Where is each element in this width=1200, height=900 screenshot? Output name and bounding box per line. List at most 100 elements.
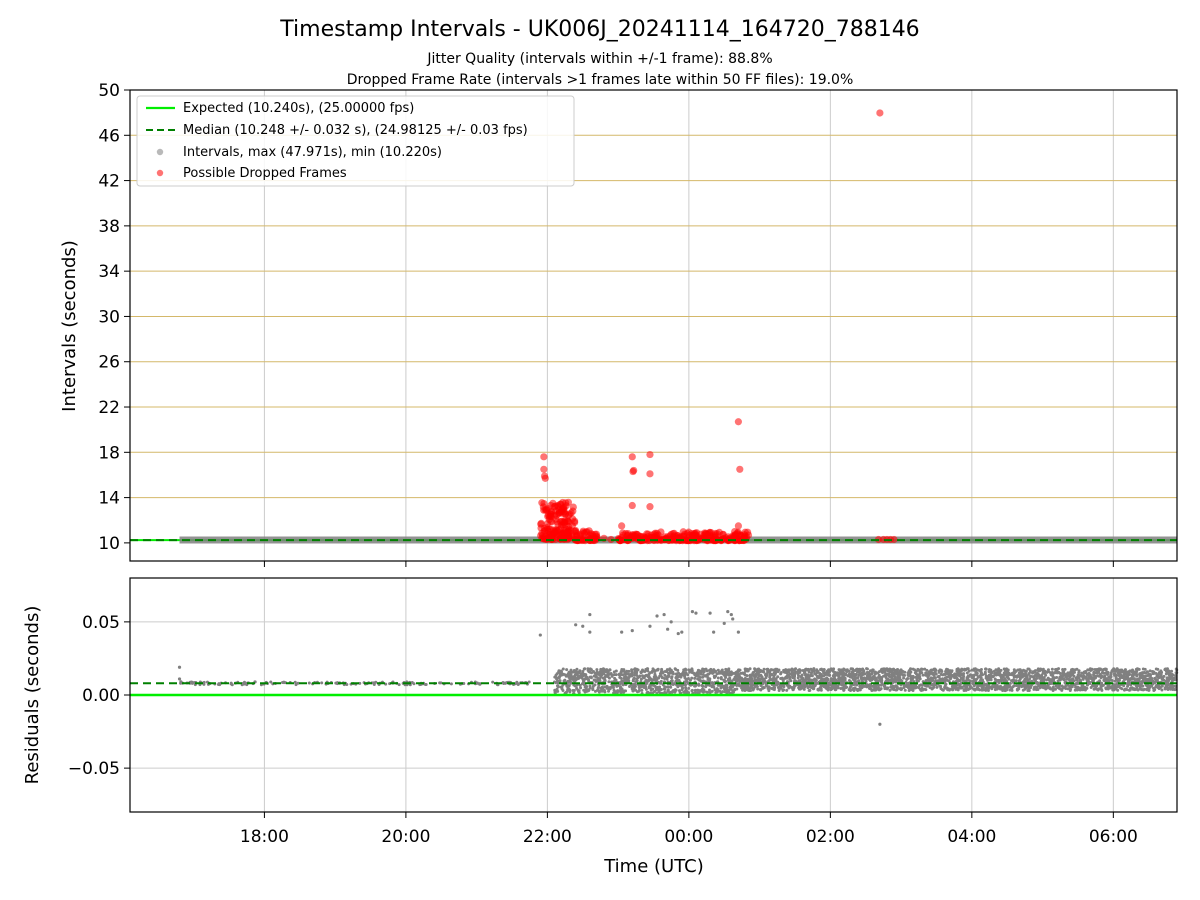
residual-point [873, 670, 877, 674]
residual-point [725, 689, 729, 693]
residual-point [230, 683, 234, 687]
x-axis-label: Time (UTC) [603, 856, 704, 877]
residual-point [769, 687, 773, 691]
residual-point [669, 620, 673, 624]
residual-point [701, 684, 705, 688]
residual-point [778, 686, 782, 690]
dropped-frame-point [578, 536, 586, 545]
legend-intervals-swatch [156, 148, 164, 156]
residual-point [687, 686, 691, 690]
residual-point [932, 685, 936, 689]
residual-point [607, 680, 611, 684]
residual-point [950, 684, 954, 688]
legend-median-label: Median (10.248 +/- 0.032 s), (24.98125 +… [183, 123, 528, 138]
residual-point [1089, 686, 1093, 690]
bottom-x-tick-label: 02:00 [806, 827, 855, 847]
residual-point [660, 667, 664, 671]
residual-point [372, 681, 376, 685]
residual-point [603, 675, 607, 679]
residual-point [1039, 685, 1043, 689]
residual-point [693, 690, 697, 694]
residual-point [1063, 667, 1067, 671]
residual-point [903, 670, 907, 674]
residual-point [842, 684, 846, 688]
residual-point [989, 678, 993, 682]
residual-point [631, 689, 635, 693]
residual-point [729, 673, 733, 677]
residual-point [605, 686, 609, 690]
residual-point [656, 667, 660, 671]
residual-point [622, 668, 626, 672]
residual-point [831, 669, 835, 673]
residual-point [729, 612, 733, 617]
residual-point [936, 679, 940, 683]
residual-point [708, 690, 712, 694]
dropped-frame-point [540, 465, 548, 473]
residual-point [658, 674, 662, 678]
residual-point [1064, 687, 1068, 691]
residual-point [902, 676, 906, 680]
residual-point [1131, 674, 1135, 678]
bottom-y-tick-label: 0.00 [82, 686, 120, 706]
dropped-frame-point [646, 450, 654, 459]
residual-point [587, 670, 591, 674]
residual-point [294, 683, 298, 687]
residual-point [858, 684, 862, 688]
residual-point [619, 691, 623, 695]
residual-point [796, 676, 800, 680]
residual-point [1080, 688, 1084, 692]
residual-point [690, 610, 695, 614]
residual-point [1097, 668, 1101, 672]
residual-point [595, 688, 599, 692]
residual-point [967, 669, 971, 673]
residual-point [746, 688, 750, 692]
residual-point [768, 675, 772, 679]
residual-point [567, 684, 571, 688]
residual-point [557, 676, 561, 680]
residual-point [1023, 669, 1027, 673]
residual-point [928, 686, 932, 690]
dropped-frame-point [680, 536, 688, 544]
legend-dropped-swatch [156, 169, 164, 177]
residual-point [736, 630, 740, 634]
residual-point [1143, 667, 1147, 671]
residual-point [935, 685, 939, 689]
residual-point [606, 669, 610, 673]
dropped-frame-point [555, 526, 563, 534]
residual-point [706, 676, 710, 680]
residual-point [748, 667, 752, 671]
dropped-frame-point [736, 465, 744, 473]
residual-point [871, 684, 875, 688]
residual-point [906, 677, 910, 681]
dropped-frame-point [707, 529, 715, 537]
residual-point [569, 675, 573, 679]
legend-intervals-label: Intervals, max (47.971s), min (10.220s) [183, 145, 442, 160]
residual-point [723, 684, 727, 688]
residual-point [1124, 672, 1128, 676]
residual-point [1153, 688, 1157, 692]
residual-point [177, 665, 182, 669]
residual-point [993, 677, 997, 681]
residual-point [891, 673, 895, 677]
residual-point [712, 674, 716, 678]
residual-point [612, 673, 616, 677]
dropped-frame-point [569, 503, 577, 511]
residual-point [895, 670, 899, 674]
residual-point [798, 670, 802, 674]
residual-point [957, 668, 961, 672]
residual-point [970, 668, 974, 672]
residual-point [680, 630, 684, 634]
residual-point [855, 667, 859, 671]
residual-point [820, 667, 824, 671]
top-y-tick-label: 42 [98, 172, 120, 192]
residual-point [698, 675, 702, 679]
residual-point [572, 688, 576, 692]
residual-point [891, 687, 895, 691]
dropped-frame-point [540, 453, 548, 461]
residual-point [688, 678, 692, 682]
residual-point [862, 676, 866, 680]
residual-point [1095, 669, 1099, 673]
residual-point [1135, 673, 1139, 677]
residual-point [836, 672, 840, 676]
residual-point [888, 667, 892, 671]
